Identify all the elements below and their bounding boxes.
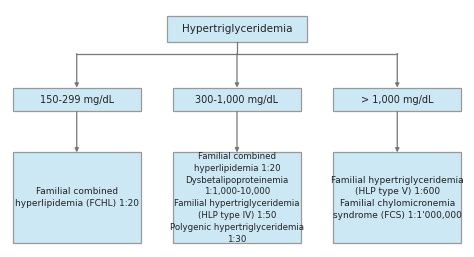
- Text: > 1,000 mg/dL: > 1,000 mg/dL: [361, 95, 434, 105]
- FancyBboxPatch shape: [173, 152, 301, 243]
- Text: Familial combined
hyperlipidemia 1:20
Dysbetalipoproteinemia
1:1,000-10,000
Fami: Familial combined hyperlipidemia 1:20 Dy…: [170, 152, 304, 244]
- Text: 150-299 mg/dL: 150-299 mg/dL: [40, 95, 114, 105]
- Text: Familial combined
hyperlipidemia (FCHL) 1:20: Familial combined hyperlipidemia (FCHL) …: [15, 187, 139, 208]
- FancyBboxPatch shape: [167, 16, 307, 42]
- FancyBboxPatch shape: [13, 152, 141, 243]
- Text: 300-1,000 mg/dL: 300-1,000 mg/dL: [195, 95, 279, 105]
- FancyBboxPatch shape: [13, 88, 141, 112]
- FancyBboxPatch shape: [173, 88, 301, 112]
- Text: Familial hypertriglyceridemia
(HLP type V) 1:600
Familial chylomicronemia
syndro: Familial hypertriglyceridemia (HLP type …: [331, 176, 464, 220]
- FancyBboxPatch shape: [333, 152, 461, 243]
- FancyBboxPatch shape: [333, 88, 461, 112]
- Text: Hypertriglyceridemia: Hypertriglyceridemia: [182, 24, 292, 34]
